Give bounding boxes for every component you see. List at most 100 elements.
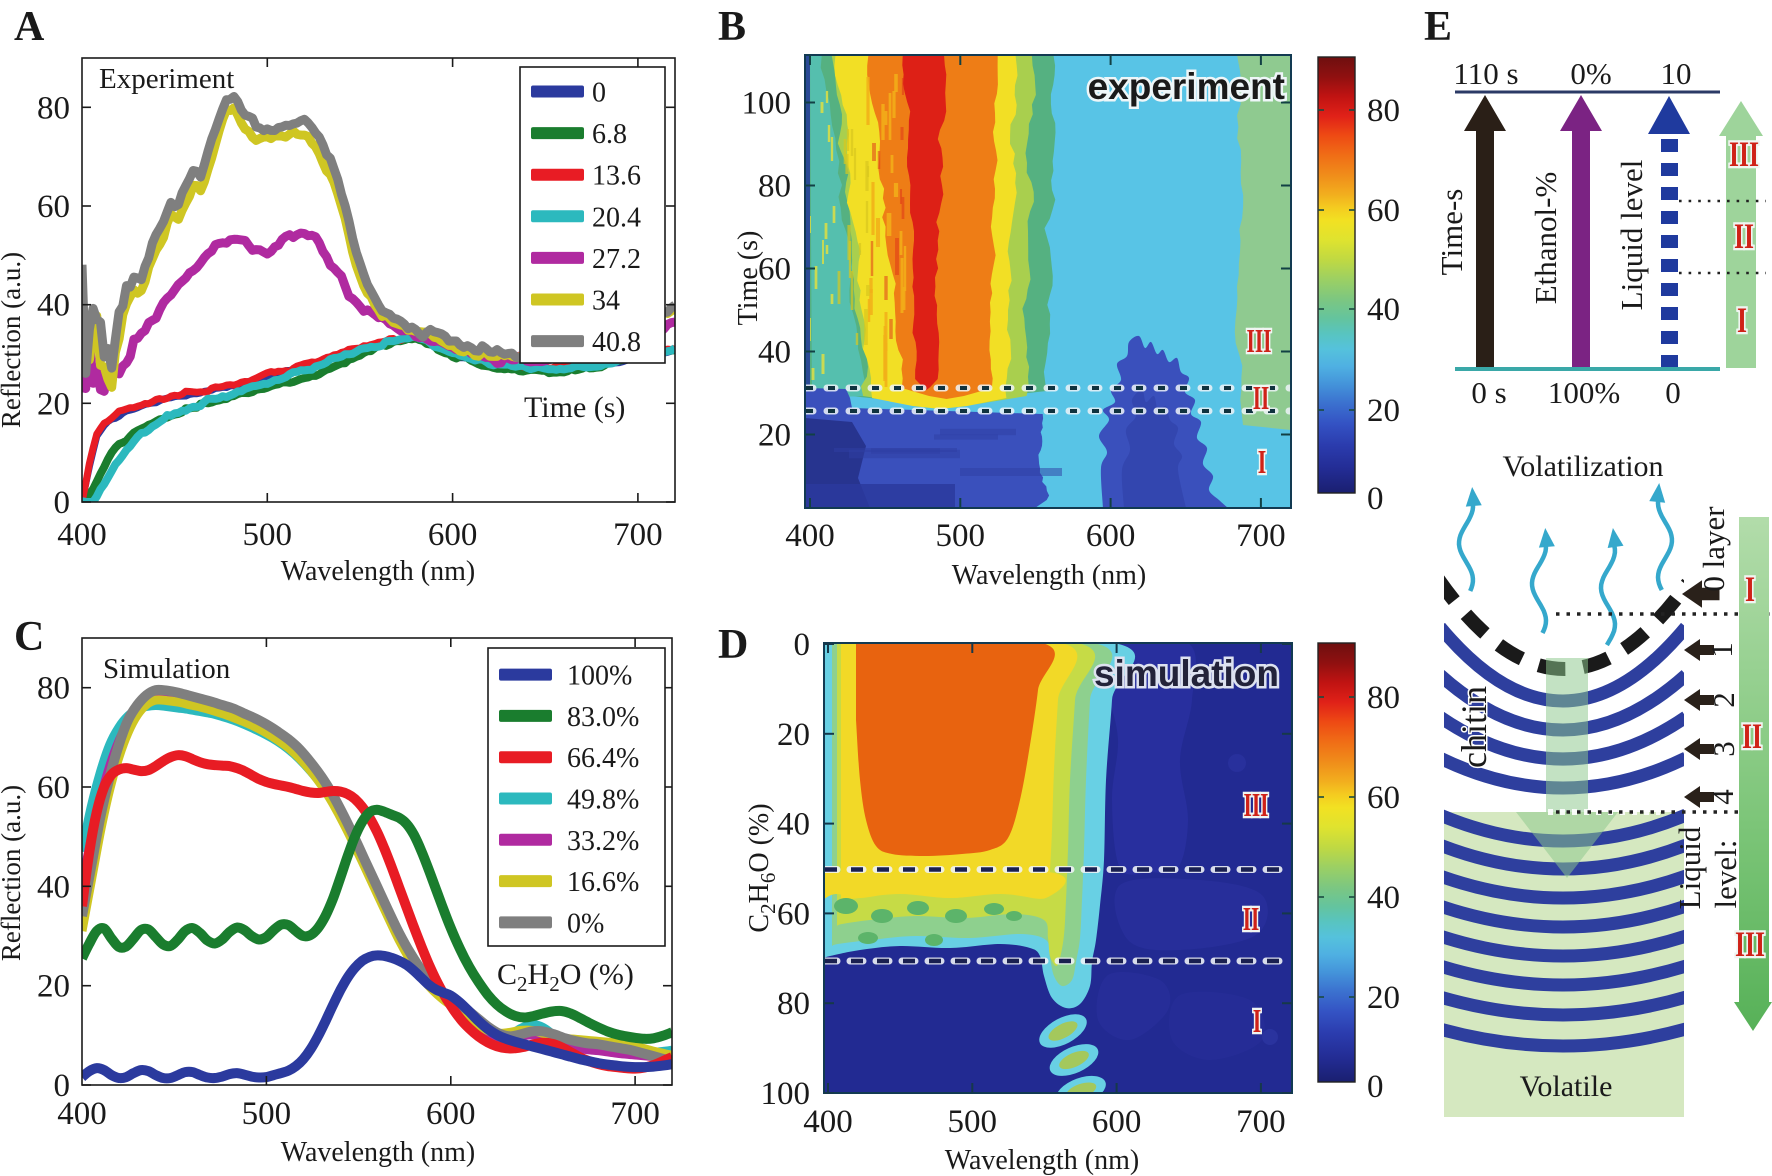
svg-text:Volatilization: Volatilization (1502, 450, 1663, 483)
svg-text:500: 500 (242, 1096, 292, 1132)
svg-text:Simulation: Simulation (103, 653, 231, 685)
svg-text:Liquid level: Liquid level (1614, 160, 1649, 311)
svg-text:60: 60 (777, 896, 810, 932)
svg-text:27.2: 27.2 (592, 244, 641, 275)
svg-text:33.2%: 33.2% (567, 826, 639, 857)
svg-text:400: 400 (57, 517, 107, 553)
svg-text:0%: 0% (567, 908, 604, 939)
svg-text:0%: 0% (1570, 56, 1611, 91)
svg-text:60: 60 (37, 770, 70, 806)
svg-text:60: 60 (758, 252, 791, 288)
svg-text:100: 100 (761, 1076, 811, 1112)
svg-text:49.8%: 49.8% (567, 785, 639, 816)
svg-text:II: II (1243, 901, 1260, 938)
svg-text:20: 20 (758, 418, 791, 454)
svg-text:10: 10 (1661, 56, 1692, 91)
svg-text:Experiment: Experiment (99, 63, 234, 95)
svg-text:simulation: simulation (1094, 653, 1279, 694)
svg-text:0: 0 (794, 627, 811, 663)
svg-text:20: 20 (1367, 393, 1400, 429)
svg-text:80: 80 (777, 986, 810, 1022)
svg-text:E: E (1424, 4, 1452, 50)
svg-text:40: 40 (37, 869, 70, 905)
svg-text:400: 400 (57, 1096, 107, 1132)
svg-text:600: 600 (1092, 1104, 1142, 1140)
svg-text:I: I (1745, 569, 1755, 609)
svg-text:20: 20 (37, 386, 70, 422)
svg-text:600: 600 (428, 517, 478, 553)
svg-text:Wavelength (nm): Wavelength (nm) (945, 1145, 1139, 1176)
svg-text:6.8: 6.8 (592, 119, 627, 150)
svg-text:I: I (1253, 1003, 1262, 1040)
svg-text:II: II (1734, 216, 1754, 256)
svg-text:Reflection (a.u.): Reflection (a.u.) (0, 252, 26, 428)
svg-text:Reflection (a.u.): Reflection (a.u.) (0, 785, 26, 961)
svg-text:4: 4 (1705, 789, 1740, 805)
svg-text:40: 40 (37, 288, 70, 324)
svg-text:C: C (14, 614, 44, 660)
svg-text:40: 40 (1367, 880, 1400, 916)
svg-text:3: 3 (1706, 741, 1741, 757)
svg-text:II: II (1253, 380, 1270, 417)
svg-text:0 layer: 0 layer (1696, 506, 1731, 592)
svg-text:600: 600 (426, 1096, 476, 1132)
svg-text:Wavelength (nm): Wavelength (nm) (952, 560, 1146, 591)
svg-text:16.6%: 16.6% (567, 867, 639, 898)
svg-text:Time (s): Time (s) (733, 231, 764, 326)
svg-text:700: 700 (1236, 1104, 1286, 1140)
svg-text:700: 700 (613, 517, 663, 553)
svg-text:66.4%: 66.4% (567, 743, 639, 774)
svg-text:80: 80 (37, 671, 70, 707)
svg-text:60: 60 (37, 189, 70, 225)
svg-text:60: 60 (1367, 193, 1400, 229)
svg-text:80: 80 (758, 169, 791, 205)
svg-text:I: I (1737, 300, 1747, 340)
svg-text:80: 80 (37, 90, 70, 126)
svg-text:20: 20 (37, 969, 70, 1005)
svg-text:0: 0 (592, 78, 606, 109)
svg-text:0: 0 (1367, 481, 1384, 517)
svg-text:20: 20 (1367, 980, 1400, 1016)
svg-text:2: 2 (1706, 692, 1741, 708)
svg-text:40: 40 (758, 335, 791, 371)
svg-text:0: 0 (1665, 375, 1681, 410)
svg-text:100: 100 (742, 86, 792, 122)
svg-text:B: B (718, 4, 746, 50)
svg-text:II: II (1742, 716, 1762, 756)
svg-text:A: A (14, 4, 45, 50)
svg-text:20.4: 20.4 (592, 202, 641, 233)
svg-text:600: 600 (1086, 518, 1136, 554)
svg-text:700: 700 (1236, 518, 1286, 554)
svg-text:III: III (1247, 323, 1272, 360)
svg-text:I: I (1258, 444, 1267, 481)
svg-text:Wavelength (nm): Wavelength (nm) (281, 1137, 475, 1168)
svg-text:500: 500 (243, 517, 293, 553)
svg-text:Volatile: Volatile (1520, 1070, 1613, 1103)
svg-text:13.6: 13.6 (592, 161, 641, 192)
svg-text:chitin: chitin (1454, 686, 1494, 768)
svg-text:0: 0 (54, 1068, 71, 1104)
svg-text:83.0%: 83.0% (567, 702, 639, 733)
svg-text:Liquid: Liquid (1672, 826, 1707, 909)
svg-text:100%: 100% (567, 661, 632, 692)
svg-text:40: 40 (1367, 292, 1400, 328)
svg-text:20: 20 (777, 717, 810, 753)
svg-text:400: 400 (803, 1104, 853, 1140)
svg-text:III: III (1735, 924, 1765, 964)
svg-text:1: 1 (1704, 642, 1739, 658)
svg-text:100%: 100% (1548, 375, 1620, 410)
svg-text:III: III (1244, 787, 1269, 824)
svg-text:400: 400 (785, 518, 835, 554)
svg-text:experiment: experiment (1088, 66, 1285, 107)
svg-text:80: 80 (1367, 93, 1400, 129)
svg-text:0: 0 (1367, 1069, 1384, 1105)
svg-text:0: 0 (54, 485, 71, 521)
svg-text:500: 500 (948, 1104, 998, 1140)
svg-text:level:: level: (1708, 840, 1743, 909)
svg-text:110 s: 110 s (1453, 56, 1518, 91)
svg-text:700: 700 (610, 1096, 660, 1132)
svg-text:III: III (1729, 134, 1759, 174)
svg-text:60: 60 (1367, 780, 1400, 816)
svg-text:80: 80 (1367, 680, 1400, 716)
svg-text:Time (s): Time (s) (524, 391, 625, 424)
